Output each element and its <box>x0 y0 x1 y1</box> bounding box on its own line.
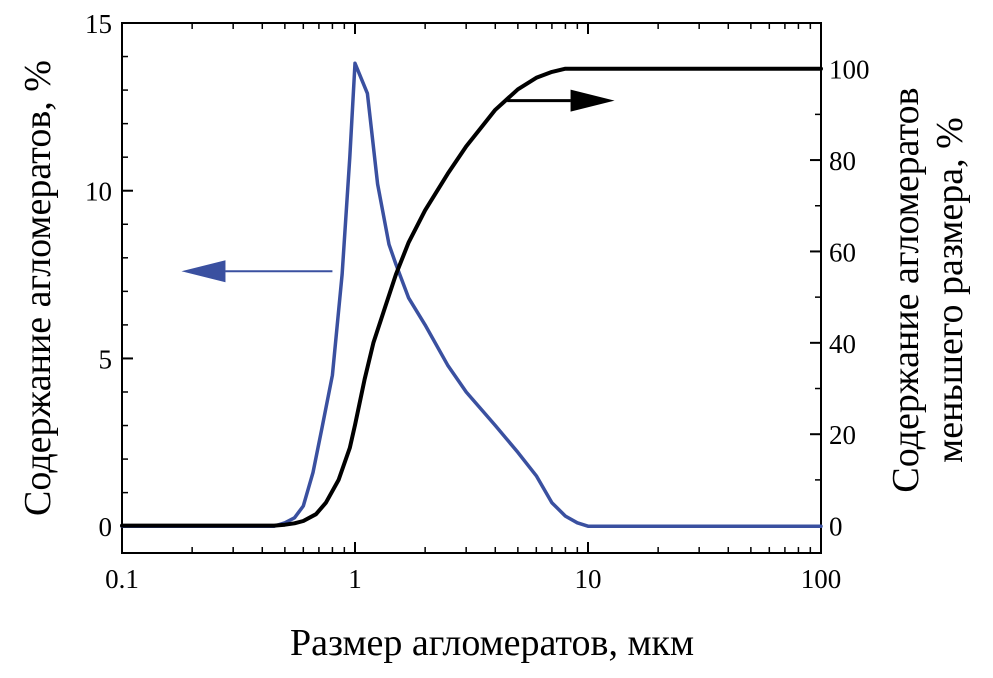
arrow-layer <box>181 89 615 283</box>
x-tick-label: 1 <box>348 564 362 594</box>
y-right-tick-label: 60 <box>829 237 856 267</box>
x-tick-label: 0.1 <box>105 564 139 594</box>
axis-ticks <box>121 22 822 553</box>
tick-labels: 0.1 1 10 100 0 5 10 15 0 20 40 60 80 100 <box>85 9 870 594</box>
y-left-tick-label: 5 <box>99 344 113 374</box>
series-layer <box>120 61 823 528</box>
plot-frame <box>121 22 822 554</box>
y-right-tick-label: 20 <box>829 420 856 450</box>
x-axis-title: Размер агломератов, мкм <box>290 622 694 664</box>
x-tick-label: 10 <box>575 564 602 594</box>
y-axis-right-title-line1: Содержание агломератов <box>885 87 927 492</box>
x-tick-label: 100 <box>801 564 842 594</box>
arrow-head <box>570 89 615 112</box>
y-right-tick-label: 100 <box>829 55 870 85</box>
cumulative-line <box>120 66 823 528</box>
y-axis-left-title: Содержание агломератов, % <box>17 60 59 516</box>
y-left-tick-label: 10 <box>85 177 112 207</box>
y-left-tick-label: 15 <box>85 9 112 39</box>
y-axis-right-title-line2: меньшего размера, % <box>929 117 971 463</box>
y-right-tick-label: 0 <box>829 512 843 542</box>
y-right-tick-label: 40 <box>829 329 856 359</box>
arrow-head <box>181 260 226 283</box>
y-left-tick-label: 0 <box>99 512 113 542</box>
y-right-tick-label: 80 <box>829 146 856 176</box>
distribution-line <box>120 61 823 528</box>
